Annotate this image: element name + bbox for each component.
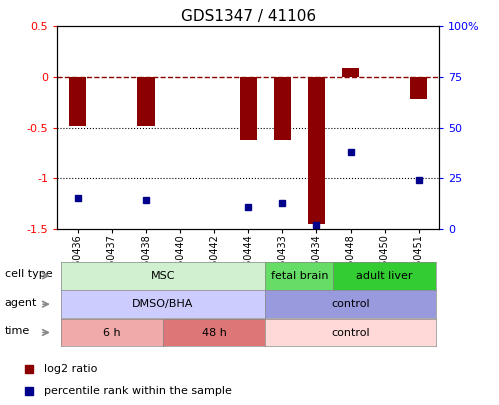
Bar (342, 68, 359, 77)
Text: cell type: cell type (4, 269, 52, 279)
Text: 48 h: 48 h (202, 328, 227, 337)
Bar (308, 77, 325, 224)
Bar (240, 77, 257, 140)
Text: control: control (331, 299, 370, 309)
Text: fetal brain: fetal brain (270, 271, 328, 281)
Text: time: time (4, 326, 30, 336)
Bar (274, 77, 291, 140)
Text: DMSO/BHA: DMSO/BHA (132, 299, 194, 309)
Bar (69, 77, 86, 126)
Text: agent: agent (4, 298, 37, 308)
Text: 6 h: 6 h (103, 328, 121, 337)
Text: percentile rank within the sample: percentile rank within the sample (43, 386, 232, 396)
Text: log2 ratio: log2 ratio (43, 364, 97, 374)
Title: GDS1347 / 41106: GDS1347 / 41106 (181, 9, 316, 24)
Text: control: control (331, 328, 370, 337)
Bar (138, 77, 155, 126)
Text: adult liver: adult liver (356, 271, 413, 281)
Bar (410, 77, 427, 99)
Text: MSC: MSC (151, 271, 175, 281)
